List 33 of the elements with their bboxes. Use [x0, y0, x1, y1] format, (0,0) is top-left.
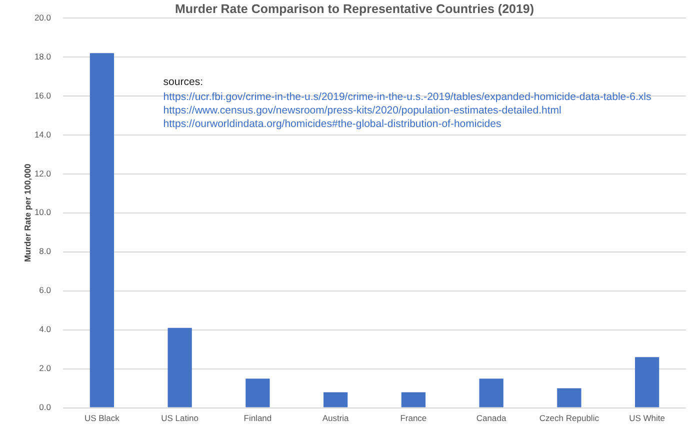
- y-tick-label: 8.0: [39, 246, 52, 256]
- bar: [557, 388, 582, 408]
- bar: [634, 357, 660, 408]
- y-tick-label: 2.0: [39, 363, 52, 374]
- y-axis-title: Murder Rate per 100,000: [22, 164, 32, 262]
- y-tick-label: 12.0: [34, 168, 52, 178]
- chart-title: Murder Rate Comparison to Representative Countries (2019): [174, 2, 534, 16]
- y-tick-label: 16.0: [34, 90, 52, 100]
- x-tick-label: US Black: [84, 413, 120, 424]
- x-tick-label: Canada: [476, 413, 506, 424]
- x-tick-label: US Latino: [161, 413, 199, 424]
- x-tick-label: France: [400, 413, 427, 424]
- x-tick-label: US White: [629, 413, 666, 424]
- x-tick-label: Austria: [322, 413, 350, 424]
- annotation: sources:: [163, 76, 203, 88]
- bar: [246, 378, 270, 408]
- annotation: https://www.census.gov/newsroom/press-kits/2020/population-estimates-detailed.html: [163, 104, 562, 117]
- y-tick-label: 20.0: [34, 12, 52, 22]
- bar: [401, 392, 426, 408]
- y-tick-label: 10.0: [34, 207, 52, 218]
- bar: [168, 328, 192, 408]
- annotation: https://ucr.fbi.gov/crime-in-the-u.s/2019/crime-in-the-u.s.-2019/tables/expanded-homicide-data-table-6.xls: [163, 91, 652, 104]
- bar: [323, 392, 348, 408]
- bar: [479, 378, 504, 408]
- x-tick-label: Finland: [244, 413, 272, 424]
- x-tick-label: Czech Republic: [539, 413, 600, 424]
- y-tick-label: 4.0: [39, 324, 52, 334]
- y-tick-label: 18.0: [34, 51, 52, 62]
- y-tick-label: 14.0: [34, 129, 52, 140]
- y-tick-label: 6.0: [39, 285, 52, 296]
- annotation: https://ourworldindata.org/homicides#the-global-distribution-of-homicides: [163, 118, 502, 130]
- y-tick-label: 0.0: [39, 402, 52, 412]
- bar: [90, 53, 114, 408]
